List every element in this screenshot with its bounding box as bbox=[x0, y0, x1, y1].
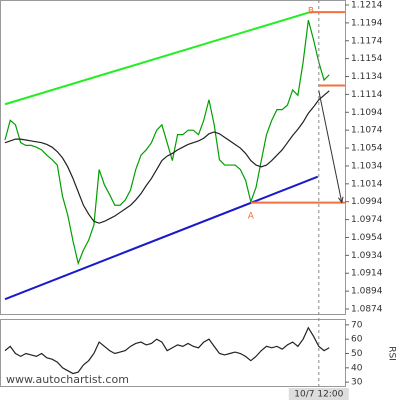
y-tick-label: 1.1054 bbox=[351, 144, 383, 154]
y-tick-label: 1.1094 bbox=[351, 108, 383, 118]
series-line bbox=[4, 326, 330, 375]
y-tick-label: 40 bbox=[351, 363, 363, 373]
y-tick-label: 1.1174 bbox=[351, 36, 383, 46]
y-tick-label: 1.0894 bbox=[351, 287, 383, 297]
point-label: A bbox=[248, 211, 255, 221]
series-line bbox=[4, 20, 330, 266]
y-tick-label: 1.0934 bbox=[351, 251, 383, 261]
y-tick-label: 70 bbox=[351, 320, 363, 330]
arrow-head bbox=[337, 196, 344, 203]
y-tick-label: 1.1154 bbox=[351, 54, 383, 64]
y-tick-label: 60 bbox=[351, 335, 363, 345]
y-tick-label: 1.0974 bbox=[351, 215, 383, 225]
x-label-box bbox=[288, 388, 349, 400]
watermark: www.autochartist.com bbox=[6, 373, 129, 386]
y-tick-label: 1.0994 bbox=[351, 197, 383, 207]
y-tick-label: 1.1074 bbox=[351, 126, 383, 136]
x-tick-label: 10/7 12:00 bbox=[294, 390, 343, 400]
y-axis-label: RSI bbox=[387, 346, 397, 361]
y-tick-label: 1.1014 bbox=[351, 179, 383, 189]
point-label: B bbox=[308, 7, 314, 17]
y-tick-label: 1.1114 bbox=[351, 90, 383, 100]
y-tick-label: 50 bbox=[351, 349, 363, 359]
y-tick-label: 1.1134 bbox=[351, 72, 383, 82]
y-tick-label: 1.1034 bbox=[351, 161, 383, 171]
y-tick-label: 1.1194 bbox=[351, 18, 383, 28]
y-tick-label: 1.0954 bbox=[351, 233, 383, 243]
forecast-arrow bbox=[318, 90, 343, 203]
y-tick-label: 1.0874 bbox=[351, 305, 383, 315]
y-tick-label: 1.1214 bbox=[351, 1, 383, 11]
pattern-line bbox=[4, 175, 319, 301]
pattern-line bbox=[4, 11, 311, 106]
rsi-panel bbox=[0, 319, 346, 387]
series-line bbox=[4, 90, 330, 224]
y-tick-label: 30 bbox=[351, 378, 363, 388]
y-tick-label: 1.0914 bbox=[351, 269, 383, 279]
